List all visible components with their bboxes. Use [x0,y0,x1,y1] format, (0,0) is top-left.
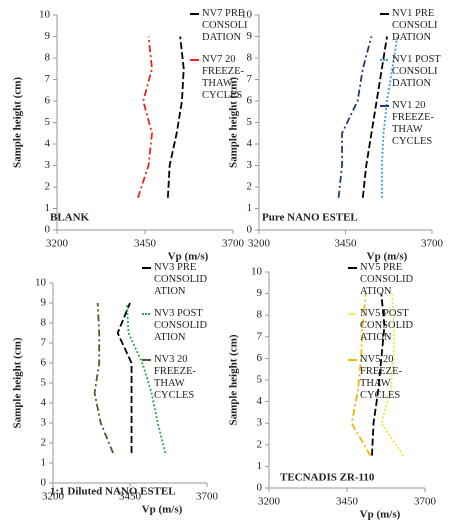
series-line [137,36,153,199]
x-tick-label: 3450 [119,491,142,503]
y-tick-label: 1 [41,457,47,469]
x-tick-label: 3700 [222,238,245,250]
y-axis-title: Sample height (cm) [12,337,24,428]
y-tick-label: 9 [247,30,253,42]
legend-label: NV7 PRE CONSOLI DATION [202,8,248,43]
series-line [337,36,373,198]
y-tick-label: 8 [45,52,51,64]
y-tick-label: 10 [35,277,47,289]
legend-label: NV5 PRE CONSOLID ATION [360,262,414,297]
y-tick-label: 10 [39,9,51,21]
y-tick-label: 8 [257,309,263,321]
legend-label: NV1 PRE CONSOLI DATION [392,8,438,43]
x-axis-title: Vp (m/s) [168,251,209,263]
x-tick-label: 3700 [196,491,219,503]
y-tick-label: 9 [45,30,51,42]
x-axis-title: Vp (m/s) [142,504,183,516]
y-tick-label: 2 [247,181,253,193]
y-tick-label: 5 [41,377,47,389]
legend-label: NV1 20 FREEZE- THAW CYCLES [392,100,434,147]
x-tick-label: 3450 [335,238,358,250]
series-line [126,302,167,454]
series-line [116,302,133,453]
y-tick-label: 10 [251,266,263,278]
x-tick-label: 3200 [42,491,65,503]
series-line [380,36,399,198]
y-tick-label: 3 [247,159,253,171]
series-line [380,293,404,457]
y-tick-label: 7 [41,337,47,349]
series-line [166,36,185,198]
y-tick-label: 7 [247,73,253,85]
y-tick-label: 8 [247,52,253,64]
x-axis-title: Vp (m/s) [367,251,408,263]
y-tick-label: 6 [257,352,263,364]
legend-label: NV5 20 FREEZE- THAW CYCLES [360,354,402,401]
legend-label: NV7 20 FREEZE- THAW CYCLES [202,54,244,101]
x-tick-label: 3450 [134,238,157,250]
y-tick-label: 4 [257,395,263,407]
series-line [350,293,372,457]
y-tick-label: 4 [41,397,47,409]
x-axis-title: Vp (m/s) [360,509,401,521]
series-line [93,302,114,454]
y-tick-label: 5 [257,374,263,386]
y-tick-label: 2 [257,438,263,450]
x-tick-label: 3200 [248,238,271,250]
x-tick-label: 3200 [46,238,69,250]
y-tick-label: 1 [257,460,263,472]
y-axis-title: Sample height (cm) [228,77,240,168]
series-line [361,36,388,198]
y-tick-label: 0 [247,224,253,236]
y-tick-label: 0 [45,224,51,236]
y-tick-label: 0 [257,482,263,494]
legend-label: NV3 PRE CONSOLID ATION [154,262,208,297]
y-tick-label: 4 [45,138,51,150]
y-tick-label: 2 [41,437,47,449]
x-tick-label: 3700 [414,496,437,508]
legend-label: NV3 POST CONSOLID ATION [154,308,208,343]
y-tick-label: 2 [45,181,51,193]
panel-label: TECNADIS ZR-110 [280,472,375,484]
panel-label: BLANK [50,212,90,224]
x-tick-label: 3700 [421,238,444,250]
y-tick-label: 3 [257,417,263,429]
y-tick-label: 5 [45,116,51,128]
y-tick-label: 5 [247,116,253,128]
panel-label: 1:1 Diluted NANO ESTEL [50,486,176,498]
y-tick-label: 9 [257,287,263,299]
y-tick-label: 6 [247,95,253,107]
legend-label: NV5 POST CONSOLID ATION [360,308,414,343]
y-tick-label: 6 [45,95,51,107]
legend-label: NV1 POST CONSOLI DATION [392,54,441,89]
y-axis-title: Sample height (cm) [12,77,24,168]
legend-label: NV3 20 FREEZE- THAW CYCLES [154,354,196,401]
y-tick-label: 7 [257,330,263,342]
y-axis-title: Sample height (cm) [228,334,240,425]
y-tick-label: 3 [45,159,51,171]
y-tick-label: 6 [41,357,47,369]
y-tick-label: 8 [41,317,47,329]
series-line [371,293,386,456]
x-tick-label: 3200 [258,496,281,508]
y-tick-label: 9 [41,297,47,309]
panel-label: Pure NANO ESTEL [262,212,358,224]
y-tick-label: 1 [247,202,253,214]
y-tick-label: 7 [45,73,51,85]
x-tick-label: 3450 [336,496,359,508]
y-tick-label: 3 [41,417,47,429]
y-tick-label: 4 [247,138,253,150]
y-tick-label: 0 [41,477,47,489]
y-tick-label: 10 [241,9,253,21]
y-tick-label: 1 [45,202,51,214]
